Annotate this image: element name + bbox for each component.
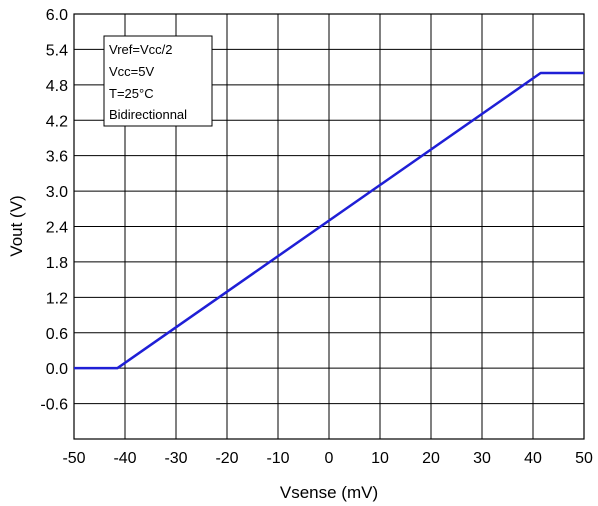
y-tick-label: 5.4 bbox=[46, 42, 68, 59]
y-tick-labels: 6.0 5.4 4.8 4.2 3.6 3.0 2.4 1.8 1.2 0.6 0.0 -0.6 bbox=[40, 7, 68, 414]
annotation-line-3: T=25°C bbox=[109, 86, 154, 101]
plot-area-frame bbox=[73, 13, 585, 440]
y-tick-label: 3.6 bbox=[46, 149, 68, 166]
x-tick-label: 50 bbox=[575, 450, 593, 467]
series-layer bbox=[74, 71, 584, 370]
annotation-box: Vref=Vcc/2 Vcc=5V T=25°C Bidirectionnal bbox=[103, 35, 213, 127]
y-tick-label: 1.2 bbox=[46, 290, 68, 307]
x-tick-label: -40 bbox=[113, 450, 136, 467]
x-tick-labels: -50 -40 -30 -20 -10 0 10 20 30 40 50 bbox=[62, 450, 593, 467]
series-line bbox=[74, 71, 584, 370]
y-tick-label: 0.6 bbox=[46, 326, 68, 343]
y-tick-label: 1.8 bbox=[46, 255, 68, 272]
y-axis-label: Vout (V) bbox=[7, 195, 26, 256]
y-tick-label: 6.0 bbox=[46, 7, 68, 24]
y-tick-label: 4.8 bbox=[46, 78, 68, 95]
x-tick-label: -10 bbox=[266, 450, 289, 467]
annotation-box-border bbox=[103, 35, 213, 127]
annotation-line-2: Vcc=5V bbox=[109, 64, 154, 79]
x-tick-label: 10 bbox=[371, 450, 389, 467]
x-tick-label: -20 bbox=[215, 450, 238, 467]
y-tick-label: -0.6 bbox=[40, 397, 68, 414]
x-tick-label: 30 bbox=[473, 450, 491, 467]
y-tick-label: 0.0 bbox=[46, 361, 68, 378]
y-tick-label: 4.2 bbox=[46, 113, 68, 130]
x-tick-label: 0 bbox=[325, 450, 334, 467]
x-tick-label: 40 bbox=[524, 450, 542, 467]
y-tick-label: 2.4 bbox=[46, 220, 68, 237]
x-axis-label: Vsense (mV) bbox=[280, 483, 378, 502]
annotation-line-4: Bidirectionnal bbox=[109, 107, 187, 122]
y-tick-label: 3.0 bbox=[46, 184, 68, 201]
x-tick-label: -50 bbox=[62, 450, 85, 467]
x-tick-label: -30 bbox=[164, 450, 187, 467]
x-tick-label: 20 bbox=[422, 450, 440, 467]
annotation-line-1: Vref=Vcc/2 bbox=[109, 42, 172, 57]
